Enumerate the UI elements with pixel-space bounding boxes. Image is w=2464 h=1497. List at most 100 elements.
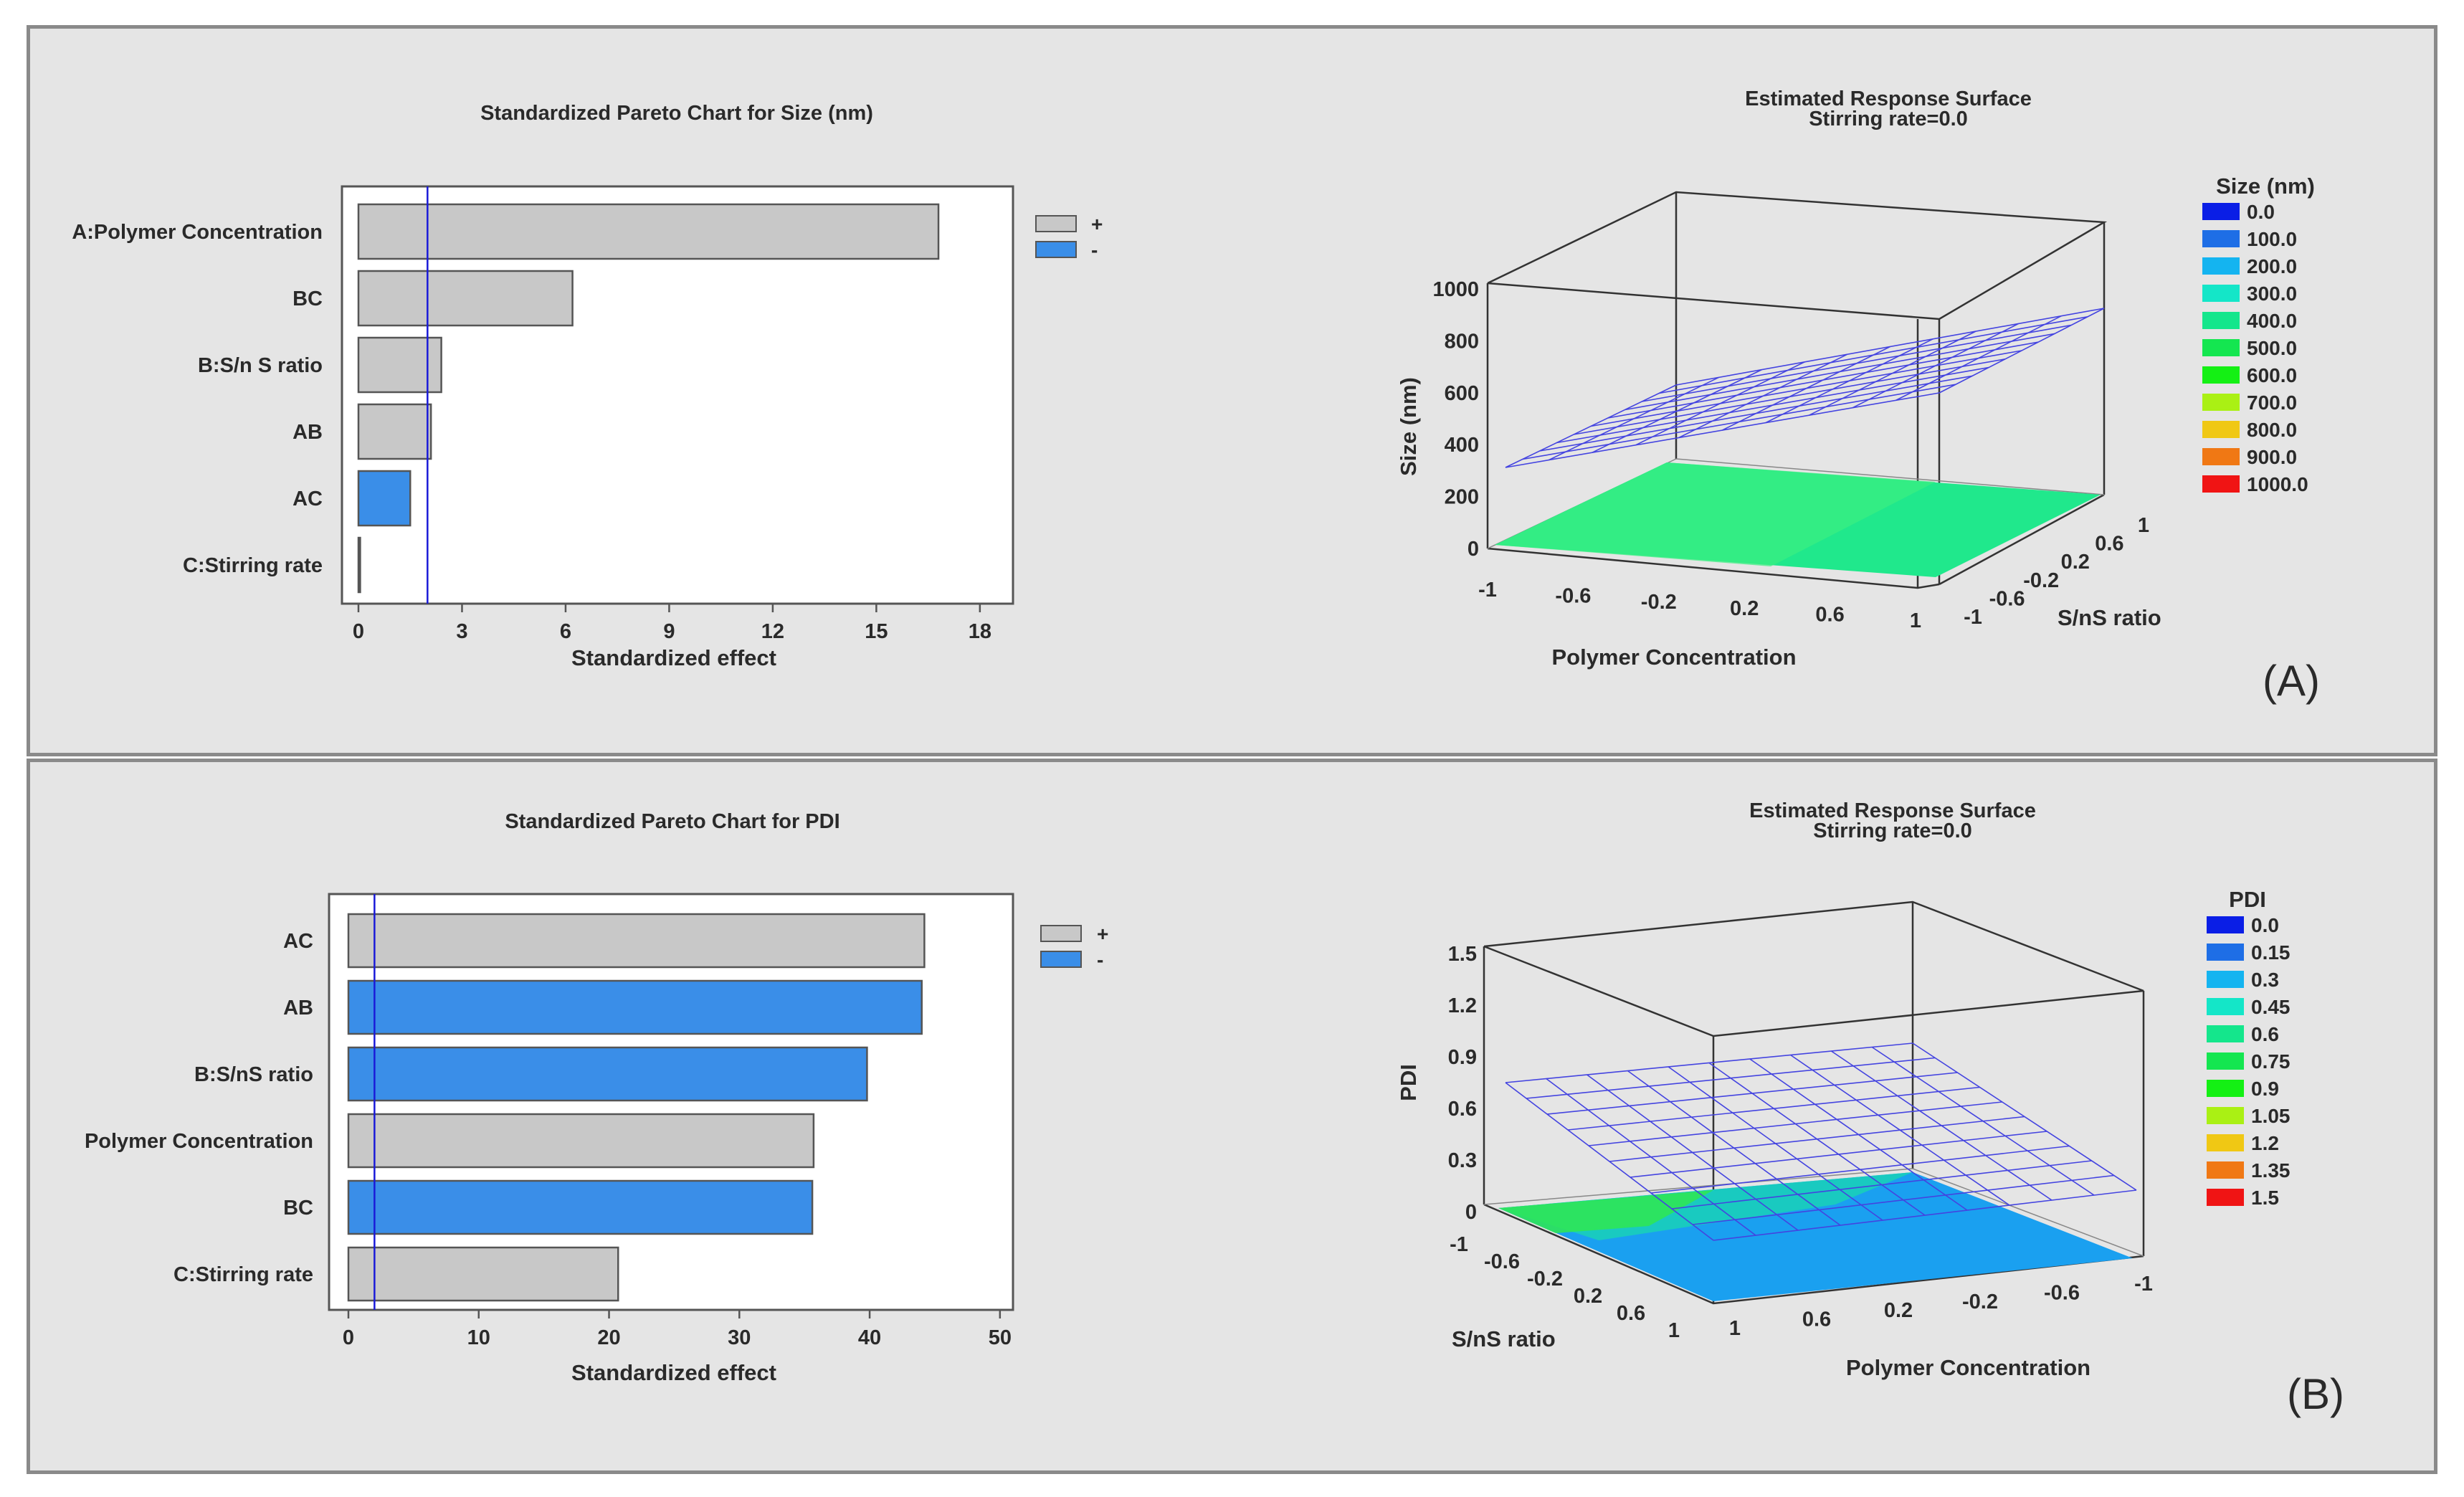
legend-level-label: 600.0	[2247, 364, 2297, 386]
legend: + -	[1035, 213, 1103, 261]
category-label: AC	[292, 488, 323, 510]
x-tick-label: 1	[1910, 609, 1921, 632]
panel-label-a: (A)	[2263, 657, 2320, 705]
legend-swatch	[2207, 1080, 2244, 1097]
z-tick-label: 400	[1445, 434, 1479, 457]
tick-label: 12	[761, 620, 784, 643]
z-ticks: 0 0.3 0.6 0.9 1.2 1.5	[1448, 943, 1477, 1224]
legend-level-label: 1.2	[2251, 1132, 2279, 1154]
y-tick-label: -0.6	[1989, 587, 2025, 610]
y-ticks: -1 -0.6-0.20.20.6 1	[1964, 514, 2149, 629]
bar	[347, 913, 926, 969]
legend-swatch	[2202, 394, 2240, 411]
x-tick-label: -0.2	[1641, 591, 1677, 614]
color-legend: 0.0 0.15 0.3 0.45 0.6 0.75 0.9 1.05 1.2 1.35 1.5	[2207, 914, 2291, 1209]
z-tick-label: 0	[1468, 538, 1479, 561]
legend-swatch-positive	[1040, 925, 1082, 942]
legend-level-label: 500.0	[2247, 337, 2297, 359]
z-axis-label: PDI	[1396, 1064, 1421, 1101]
category-label: BC	[292, 287, 323, 310]
mesh-line	[1625, 333, 2055, 411]
pareto-chart-size: Standardized Pareto Chart for Size (nm) …	[72, 102, 1103, 670]
x-tick-label: 0.6	[1815, 603, 1844, 626]
z-tick-label: 0.6	[1448, 1098, 1477, 1121]
mesh-line	[1675, 308, 2105, 386]
y-tick-label: 0.6	[1802, 1308, 1831, 1331]
y-axis-label: Polymer Concentration	[1846, 1355, 2090, 1380]
tick-label: 40	[858, 1326, 881, 1349]
legend-swatch	[2202, 475, 2240, 493]
z-tick-label: 0.9	[1448, 1046, 1477, 1069]
mesh-line	[1765, 338, 1933, 424]
mesh-line	[1749, 1058, 1968, 1211]
z-tick-label: 1.2	[1448, 994, 1477, 1017]
x-tick-label: -0.2	[1527, 1268, 1563, 1291]
legend-swatch	[2207, 1052, 2244, 1070]
mesh-line	[1671, 1160, 2092, 1210]
z-tick-label: 800	[1445, 330, 1479, 353]
legend-swatch	[2202, 312, 2240, 329]
contour-surface-band-2	[1498, 1190, 1713, 1233]
bar	[347, 979, 923, 1035]
chart-title: Standardized Pareto Chart for PDI	[505, 810, 839, 833]
legend-swatch-negative	[1035, 241, 1077, 258]
legend-level-label: 0.0	[2251, 914, 2279, 936]
bar	[357, 403, 432, 460]
legend-swatch	[2202, 448, 2240, 465]
z-tick-label: 1.5	[1448, 943, 1477, 966]
mesh-line	[1692, 1174, 2114, 1225]
y-tick-label: 1	[1729, 1317, 1741, 1340]
mesh-line	[1607, 341, 2039, 419]
legend-level-label: 0.75	[2251, 1050, 2291, 1073]
mesh-line	[1939, 308, 2105, 394]
legend-swatch-positive	[1035, 215, 1077, 232]
mesh-line	[1642, 324, 2072, 402]
y-tick-label: 0.6	[2095, 533, 2123, 556]
pareto-chart-pdi: Standardized Pareto Chart for PDI AC AB B:…	[85, 810, 1108, 1385]
legend-label-positive: +	[1091, 213, 1103, 235]
mesh-line	[1790, 1054, 2010, 1206]
chart-subtitle: Stirring rate=0.0	[1813, 819, 1972, 842]
surface-chart-pdi: Estimated Response Surface Stirring rate…	[1396, 799, 2291, 1380]
x-tick-label: -1	[1478, 579, 1497, 602]
surface-chart-size: Estimated Response Surface Stirring rate…	[1396, 87, 2315, 670]
legend-level-label: 0.0	[2247, 201, 2275, 223]
legend-level-label: 1.05	[2251, 1105, 2291, 1127]
y-tick-label: 1	[2138, 514, 2149, 537]
bar	[357, 536, 361, 594]
surface-box	[1483, 900, 2145, 1305]
legend-swatch	[2207, 971, 2244, 988]
tick-label: 10	[467, 1326, 490, 1349]
legend-swatch	[2207, 1189, 2244, 1206]
legend-level-label: 0.45	[2251, 996, 2291, 1018]
legend-swatch	[2207, 916, 2244, 933]
legend-title: PDI	[2229, 887, 2266, 912]
legend-level-label: 0.9	[2251, 1078, 2279, 1100]
tick-label: 50	[989, 1326, 1012, 1349]
y-tick-label: -0.2	[2023, 569, 2059, 592]
category-label: B:S/n S ratio	[198, 354, 323, 377]
legend-swatch	[2207, 1107, 2244, 1124]
bar	[347, 1246, 619, 1302]
panel-label-b: (B)	[2287, 1370, 2344, 1418]
legend-swatch	[2202, 285, 2240, 302]
legend-level-label: 200.0	[2247, 255, 2297, 277]
x-axis-label: Standardized effect	[571, 1360, 776, 1385]
z-tick-label: 0.3	[1448, 1149, 1477, 1172]
legend-level-label: 0.15	[2251, 941, 2291, 964]
mesh-line	[1871, 1046, 2095, 1196]
category-labels: A:Polymer Concentration BC B:S/n S ratio AB…	[72, 221, 323, 577]
bar	[347, 1113, 815, 1169]
mesh-line	[1713, 1189, 2137, 1241]
y-tick-label: -0.2	[1962, 1291, 1998, 1313]
mesh-line	[1722, 346, 1890, 431]
legend-swatch	[2207, 1025, 2244, 1042]
x-tick-label: 0.2	[1574, 1285, 1602, 1308]
legend-swatch	[2202, 339, 2240, 356]
z-tick-label: 200	[1445, 486, 1479, 509]
chart-title: Estimated Response Surface	[1745, 87, 2032, 110]
x-axis-label: Standardized effect	[571, 645, 776, 670]
mesh-line	[1912, 1042, 2137, 1191]
category-label: AB	[283, 997, 313, 1020]
